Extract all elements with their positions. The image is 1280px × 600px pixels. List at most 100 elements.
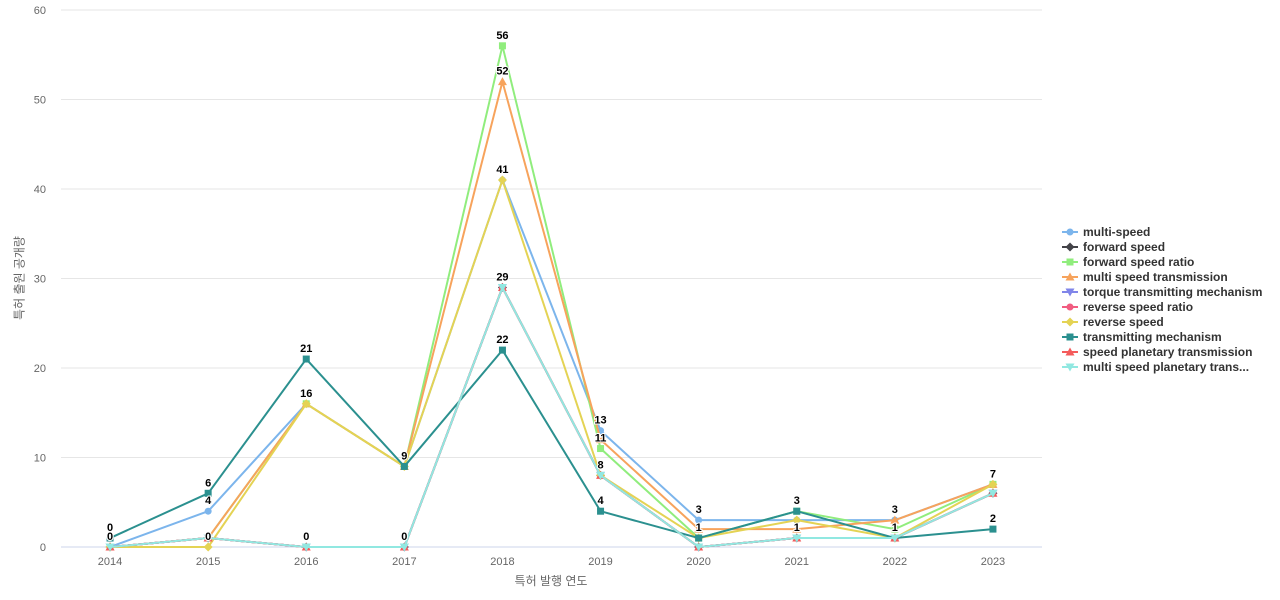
legend-marker (1066, 303, 1074, 310)
legend-symbol (1062, 288, 1078, 296)
data-point[interactable] (890, 515, 900, 524)
y-axis-title: 특허 출원 공개량 (12, 236, 27, 320)
data-point[interactable] (204, 507, 212, 515)
legend-label: forward speed (1083, 239, 1166, 254)
data-point[interactable] (301, 543, 311, 552)
data-label: 52 (496, 66, 508, 78)
data-point[interactable] (695, 516, 703, 524)
legend-item[interactable]: multi speed transmission (1061, 269, 1276, 284)
x-tick-label: 2018 (490, 556, 514, 568)
series-group (106, 283, 997, 551)
legend-symbol (1062, 228, 1078, 235)
legend-marker (1066, 258, 1074, 265)
data-point[interactable] (106, 534, 114, 542)
series-group (105, 77, 998, 551)
data-point[interactable] (596, 435, 606, 444)
data-point[interactable] (793, 507, 801, 515)
data-point[interactable] (203, 542, 213, 552)
data-point[interactable] (497, 77, 507, 86)
series-group (105, 283, 998, 552)
data-point[interactable] (301, 399, 311, 409)
legend-label: torque transmitting mechanism (1083, 284, 1263, 299)
series-group (106, 346, 997, 542)
legend-item[interactable]: multi-speed (1061, 224, 1276, 239)
data-point[interactable] (204, 489, 212, 497)
data-point[interactable] (890, 534, 900, 543)
data-point[interactable] (694, 524, 704, 533)
y-tick-label: 30 (34, 274, 46, 286)
data-label: 29 (496, 271, 508, 283)
y-tick-label: 0 (40, 542, 46, 554)
data-label: 9 (401, 450, 407, 462)
series-line[interactable] (109, 44, 994, 548)
legend-item[interactable]: forward speed (1061, 239, 1276, 254)
series-line[interactable] (109, 349, 994, 540)
data-point[interactable] (792, 515, 802, 525)
data-label: 3 (696, 504, 702, 516)
series-line[interactable] (109, 80, 994, 548)
legend-symbol (1062, 333, 1078, 340)
data-point[interactable] (792, 534, 802, 543)
data-point[interactable] (497, 175, 507, 185)
data-point[interactable] (400, 462, 408, 470)
series-line[interactable] (109, 179, 994, 548)
series-line[interactable] (109, 286, 994, 548)
x-axis-title: 특허 발행 연도 (514, 574, 588, 588)
data-point[interactable] (989, 525, 997, 533)
data-point[interactable] (695, 534, 703, 542)
data-point[interactable] (203, 534, 213, 543)
x-tick-label: 2020 (686, 556, 710, 568)
data-point[interactable] (498, 346, 506, 354)
data-point[interactable] (105, 543, 115, 552)
legend-label: forward speed ratio (1083, 254, 1195, 269)
data-label: 0 (107, 522, 113, 534)
legend-label: reverse speed ratio (1083, 299, 1194, 314)
data-label: 4 (205, 495, 212, 507)
series-layer (105, 42, 998, 552)
legend-item[interactable]: forward speed ratio (1061, 254, 1276, 269)
y-tick-label: 20 (34, 363, 46, 375)
legend-item[interactable]: torque transmitting mechanism (1061, 284, 1276, 299)
data-point[interactable] (792, 524, 802, 533)
data-point[interactable] (597, 507, 605, 515)
data-point[interactable] (302, 355, 310, 363)
data-point[interactable] (988, 479, 998, 489)
data-point[interactable] (497, 283, 507, 292)
data-point[interactable] (694, 543, 704, 552)
data-label: 6 (205, 477, 211, 489)
x-tick-label: 2015 (196, 556, 220, 568)
x-tick-label: 2019 (588, 556, 612, 568)
data-label: 22 (496, 334, 508, 346)
data-label: 3 (892, 504, 898, 516)
x-tick-label: 2022 (883, 556, 907, 568)
legend-item[interactable]: multi speed planetary trans... (1061, 359, 1276, 374)
data-label: 0 (205, 531, 211, 543)
legend-item[interactable]: transmitting mechanism (1061, 329, 1276, 344)
legend-marker (1065, 317, 1075, 326)
data-point[interactable] (988, 489, 998, 498)
legend-item[interactable]: reverse speed ratio (1061, 299, 1276, 314)
data-label: 56 (496, 30, 508, 42)
legend-symbol (1062, 272, 1078, 280)
legend-marker (1065, 363, 1075, 371)
y-tick-label: 50 (34, 95, 46, 107)
legend-symbol (1062, 347, 1078, 355)
legend-item[interactable]: speed planetary transmission (1061, 344, 1276, 359)
data-point[interactable] (596, 471, 606, 480)
data-point[interactable] (597, 445, 605, 453)
legend-marker (1066, 333, 1074, 340)
legend-label: multi speed transmission (1083, 269, 1228, 284)
legend-symbol (1062, 303, 1078, 310)
series-group (105, 282, 998, 551)
legend-marker (1065, 272, 1075, 280)
data-label: 4 (597, 495, 604, 507)
data-point[interactable] (399, 543, 409, 552)
y-tick-label: 10 (34, 453, 46, 465)
data-label: 1 (794, 522, 800, 534)
data-point[interactable] (498, 42, 506, 50)
series-group (105, 282, 998, 552)
legend-symbol (1062, 242, 1078, 251)
data-point[interactable] (891, 525, 899, 533)
legend-item[interactable]: reverse speed (1061, 314, 1276, 329)
